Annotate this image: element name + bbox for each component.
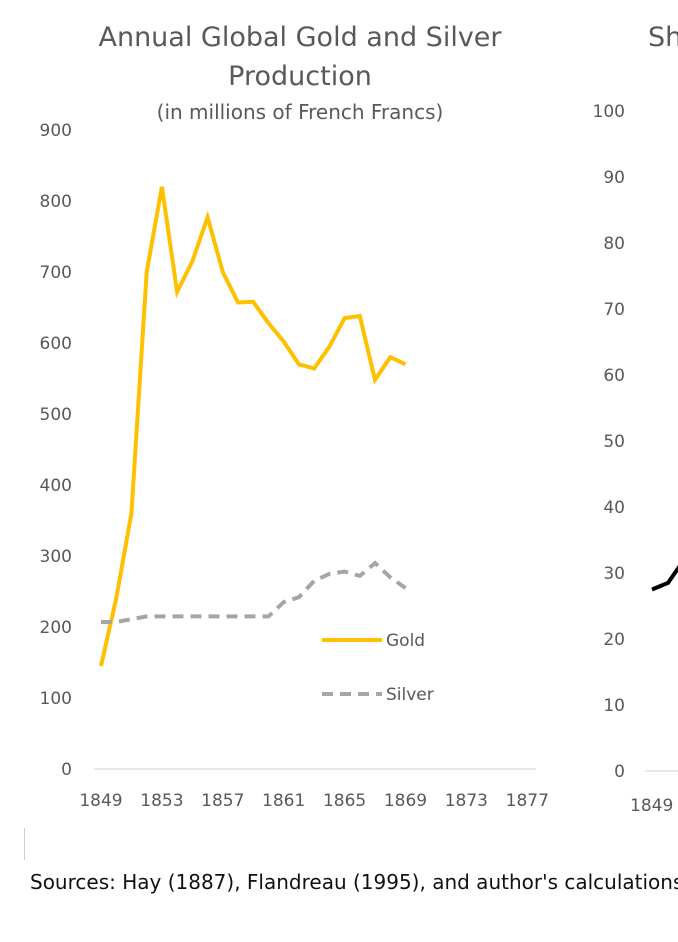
right-y-tick-label: 100 <box>593 102 625 122</box>
left-x-tick-label: 1853 <box>140 791 183 811</box>
chart-subtitle: (in millions of French Francs) <box>157 100 444 124</box>
left-y-tick-label: 100 <box>40 689 72 709</box>
right-y-tick-label: 0 <box>614 762 625 782</box>
left-y-tick-label: 400 <box>40 476 72 496</box>
chart-title-line-2: Production <box>228 61 372 92</box>
right-y-tick-label: 20 <box>603 630 625 650</box>
right-chart: Sh 0 10 20 30 40 50 60 70 80 90 100 1849 <box>593 22 678 816</box>
right-y-tick-label: 90 <box>603 168 625 188</box>
legend-silver-label: Silver <box>386 685 434 705</box>
left-chart: Annual Global Gold and Silver Production… <box>40 22 549 811</box>
left-y-tick-label: 900 <box>40 121 72 141</box>
left-y-tick-label: 600 <box>40 334 72 354</box>
divider-line <box>24 828 25 860</box>
left-x-tick-label: 1873 <box>445 791 488 811</box>
right-series-line-0 <box>651 564 678 592</box>
legend-gold-label: Gold <box>386 631 425 651</box>
series-line-silver <box>101 560 407 624</box>
right-y-tick-label: 50 <box>603 432 625 452</box>
left-y-tick-label: 200 <box>40 618 72 638</box>
right-y-tick-label: 80 <box>603 234 625 254</box>
right-y-tick-label: 30 <box>603 564 625 584</box>
left-y-tick-labels: 0 100 200 300 400 500 600 700 800 900 <box>40 121 72 780</box>
left-y-tick-label: 300 <box>40 547 72 567</box>
left-x-tick-label: 1877 <box>506 791 549 811</box>
chart-title-line-1: Annual Global Gold and Silver <box>98 22 502 53</box>
source-note: Sources: Hay (1887), Flandreau (1995), a… <box>30 870 678 894</box>
left-x-tick-label: 1861 <box>262 791 305 811</box>
left-x-tick-label: 1857 <box>201 791 244 811</box>
left-series <box>99 186 407 667</box>
right-y-tick-label: 60 <box>603 366 625 386</box>
right-y-tick-label: 40 <box>603 498 625 518</box>
left-y-tick-label: 700 <box>40 263 72 283</box>
right-y-tick-label: 70 <box>603 300 625 320</box>
series-line-gold <box>99 186 407 667</box>
left-y-tick-label: 800 <box>40 192 72 212</box>
right-x-tick-labels: 1849 <box>630 796 673 816</box>
left-x-tick-labels: 1849 1853 1857 1861 1865 1869 1873 1877 <box>79 791 549 811</box>
left-y-tick-label: 0 <box>61 760 72 780</box>
right-x-tick-label: 1849 <box>630 796 673 816</box>
legend: Gold Silver <box>322 631 434 705</box>
left-x-tick-label: 1849 <box>79 791 122 811</box>
left-y-tick-label: 500 <box>40 405 72 425</box>
left-x-tick-label: 1869 <box>384 791 427 811</box>
right-chart-title-fragment: Sh <box>648 22 678 53</box>
right-series <box>651 564 678 592</box>
left-x-tick-label: 1865 <box>323 791 366 811</box>
right-y-tick-labels: 0 10 20 30 40 50 60 70 80 90 100 <box>593 102 625 782</box>
right-y-tick-label: 10 <box>603 696 625 716</box>
